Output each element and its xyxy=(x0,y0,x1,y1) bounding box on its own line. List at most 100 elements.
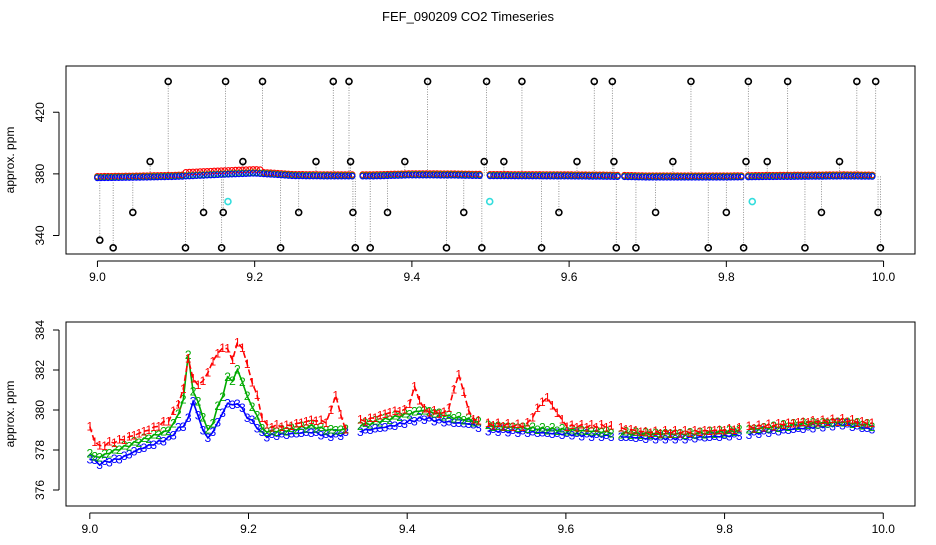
bottom-series-marker-2: 2 xyxy=(785,420,792,434)
top-data-point xyxy=(596,173,604,180)
bottom-series-marker-1: 1 xyxy=(106,435,113,449)
bottom-series-marker-3: 3 xyxy=(268,427,275,441)
top-data-point xyxy=(444,171,452,179)
top-data-point xyxy=(302,172,310,180)
top-data-point xyxy=(430,171,437,179)
bottom-series-marker-3: 3 xyxy=(96,458,103,472)
bottom-series-marker-2: 2 xyxy=(254,409,261,423)
bottom-series-marker-3: 3 xyxy=(470,417,477,431)
bottom-series-marker-1: 1 xyxy=(401,402,408,416)
bottom-series-marker-3: 3 xyxy=(106,455,113,469)
bottom-series-marker-1: 1 xyxy=(652,424,659,438)
bottom-y-axis-label: approx. ppm xyxy=(3,381,17,448)
bottom-series-marker-3: 3 xyxy=(396,416,403,430)
top-outlier-point xyxy=(482,77,491,86)
bottom-series-marker-2: 2 xyxy=(214,399,221,413)
bottom-series-marker-1: 1 xyxy=(86,419,93,433)
bottom-series-marker-2: 2 xyxy=(372,414,379,428)
bottom-series-marker-2: 2 xyxy=(229,374,236,388)
bottom-series-marker-1: 1 xyxy=(834,415,841,429)
bottom-series-marker-2: 2 xyxy=(470,416,477,430)
bottom-series-marker-3: 3 xyxy=(205,431,212,445)
top-outlier-point xyxy=(817,208,826,217)
top-data-point xyxy=(653,173,660,181)
bottom-series-marker-1: 1 xyxy=(268,421,275,435)
bottom-series-marker-3: 3 xyxy=(86,453,93,467)
bottom-series-marker-3: 3 xyxy=(529,425,536,439)
top-data-point xyxy=(536,172,543,180)
top-data-point xyxy=(851,172,858,180)
top-outlier-point xyxy=(459,208,468,217)
top-outlier-point xyxy=(573,157,581,166)
bottom-series-marker-1: 1 xyxy=(642,424,649,438)
bottom-series-marker-1: 1 xyxy=(623,423,630,437)
bottom-series-marker-1: 1 xyxy=(775,416,782,430)
bottom-series-marker-3: 3 xyxy=(372,421,379,435)
top-data-point xyxy=(727,173,735,181)
top-data-point xyxy=(511,172,519,180)
bottom-series-marker-3: 3 xyxy=(313,425,320,439)
top-outlier-point xyxy=(129,208,137,217)
bottom-series-marker-3: 3 xyxy=(293,426,300,440)
top-outlier-point xyxy=(442,244,451,252)
bottom-series-marker-2: 2 xyxy=(829,415,836,429)
bottom-series-marker-3: 3 xyxy=(500,422,507,436)
bottom-series-marker-1: 1 xyxy=(200,374,207,388)
top-data-point xyxy=(210,171,218,179)
top-data-point xyxy=(847,172,855,180)
bottom-series-marker-3: 3 xyxy=(298,426,305,440)
top-data-point xyxy=(309,172,317,180)
bottom-series-marker-2: 2 xyxy=(136,436,143,450)
top-data-point xyxy=(125,174,133,181)
bottom-series-marker-3: 3 xyxy=(588,430,595,444)
top-data-point xyxy=(737,173,745,181)
bottom-series-marker-3: 3 xyxy=(131,445,138,459)
top-data-point xyxy=(377,172,384,180)
top-x-tick-label: 9.4 xyxy=(404,270,421,284)
bottom-series-marker-1: 1 xyxy=(578,418,585,432)
top-outlier-point xyxy=(537,244,546,252)
top-data-point xyxy=(313,172,321,180)
bottom-series-marker-1: 1 xyxy=(278,420,285,434)
top-data-point xyxy=(769,173,777,181)
bottom-series-marker-2: 2 xyxy=(387,413,394,427)
bottom-series-marker-3: 3 xyxy=(244,411,251,425)
top-data-point xyxy=(861,173,869,180)
bottom-series-marker-1: 1 xyxy=(470,412,477,426)
bottom-series-marker-2: 2 xyxy=(593,424,600,438)
bottom-series-marker-2: 2 xyxy=(155,428,162,442)
bottom-series-marker-2: 2 xyxy=(396,410,403,424)
bottom-series-marker-3: 3 xyxy=(362,422,369,436)
bottom-series-marker-3: 3 xyxy=(790,422,797,436)
top-data-point xyxy=(776,173,784,181)
bottom-series-marker-3: 3 xyxy=(328,430,335,444)
bottom-series-marker-2: 2 xyxy=(288,421,295,435)
bottom-series-marker-1: 1 xyxy=(126,429,133,443)
top-data-point xyxy=(461,172,469,179)
bottom-series-marker-3: 3 xyxy=(746,428,753,442)
top-data-point xyxy=(589,173,597,180)
top-outlier-point xyxy=(610,157,618,166)
top-data-point xyxy=(472,172,480,179)
bottom-series-marker-3: 3 xyxy=(810,421,817,435)
bottom-series-marker-1: 1 xyxy=(706,424,713,438)
bottom-series-marker-2: 2 xyxy=(583,424,590,438)
bottom-series-marker-2: 2 xyxy=(170,416,177,430)
bottom-series-marker-1: 1 xyxy=(328,403,335,417)
top-data-point xyxy=(670,173,678,181)
bottom-series-marker-3: 3 xyxy=(283,428,290,442)
top-data-point xyxy=(500,172,508,180)
bottom-series-marker-3: 3 xyxy=(657,429,664,443)
top-data-point xyxy=(649,173,657,181)
bottom-x-tick-label: 9.8 xyxy=(716,522,733,536)
top-data-point xyxy=(815,173,823,180)
bottom-series-marker-1: 1 xyxy=(150,420,157,434)
top-data-point xyxy=(684,173,692,181)
top-data-point xyxy=(798,173,805,180)
top-data-point xyxy=(539,172,547,180)
top-outlier-point xyxy=(608,77,617,86)
bottom-series-marker-2: 2 xyxy=(485,418,492,432)
bottom-series-marker-1: 1 xyxy=(583,421,590,435)
bottom-series-marker-3: 3 xyxy=(696,430,703,444)
top-data-point xyxy=(94,174,101,182)
